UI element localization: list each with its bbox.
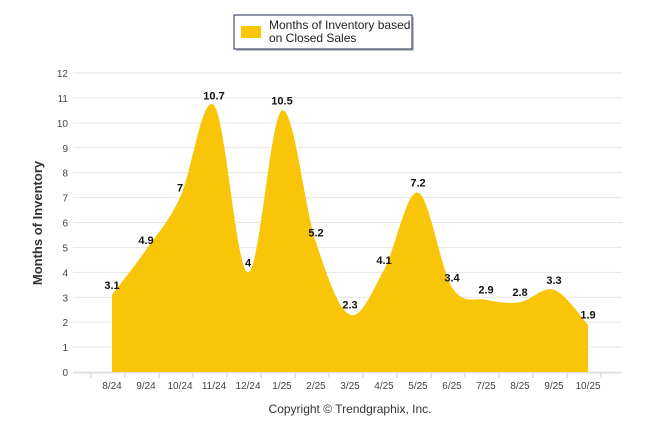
x-tick-label: 8/24 xyxy=(102,381,122,392)
data-label: 4.1 xyxy=(376,255,391,267)
data-label: 3.1 xyxy=(104,280,119,292)
data-label: 4 xyxy=(245,257,252,269)
y-tick-label: 3 xyxy=(62,293,68,304)
x-tick-label: 4/25 xyxy=(374,381,394,392)
data-label: 3.3 xyxy=(546,275,561,287)
data-label: 2.3 xyxy=(342,300,357,312)
y-tick-label: 10 xyxy=(57,119,69,130)
y-tick-label: 11 xyxy=(58,94,69,105)
y-tick-label: 4 xyxy=(62,268,68,279)
y-tick-label: 8 xyxy=(62,169,68,180)
y-tick-label: 5 xyxy=(62,243,68,254)
y-tick-label: 7 xyxy=(62,194,68,205)
legend-label-line2: on Closed Sales xyxy=(269,31,356,45)
y-tick-label: 12 xyxy=(57,69,69,80)
data-label: 10.5 xyxy=(271,95,292,107)
data-label: 7.2 xyxy=(410,178,425,190)
x-tick-label: 9/25 xyxy=(544,381,564,392)
x-tick-label: 3/25 xyxy=(340,381,360,392)
legend-swatch xyxy=(241,26,261,38)
y-tick-label: 2 xyxy=(62,318,68,329)
data-label: 10.7 xyxy=(203,90,224,102)
x-tick-label: 5/25 xyxy=(408,381,428,392)
data-label: 3.4 xyxy=(444,272,460,284)
x-tick-label: 10/25 xyxy=(575,381,600,392)
y-tick-label: 1 xyxy=(62,343,68,354)
y-tick-label: 9 xyxy=(62,144,68,155)
data-label: 7 xyxy=(177,183,183,195)
data-label: 5.2 xyxy=(308,227,323,239)
copyright-footer: Copyright © Trendgraphix, Inc. xyxy=(269,402,432,416)
x-tick-label: 1/25 xyxy=(272,381,292,392)
y-tick-label: 0 xyxy=(62,368,68,379)
x-tick-label: 8/25 xyxy=(510,381,530,392)
data-label: 4.9 xyxy=(138,235,153,247)
x-tick-label: 2/25 xyxy=(306,381,326,392)
x-tick-label: 9/24 xyxy=(136,381,156,392)
x-tick-label: 7/25 xyxy=(476,381,496,392)
data-label: 1.9 xyxy=(580,310,595,322)
x-tick-label: 10/24 xyxy=(167,381,192,392)
x-tick-label: 11/24 xyxy=(202,381,227,392)
data-label: 2.8 xyxy=(512,287,527,299)
x-tick-label: 6/25 xyxy=(442,381,462,392)
y-tick-label: 6 xyxy=(62,219,68,230)
y-axis-title: Months of Inventory xyxy=(30,160,45,285)
legend: Months of Inventory based on Closed Sale… xyxy=(233,14,414,51)
area-series xyxy=(112,104,588,372)
data-label: 2.9 xyxy=(478,285,493,297)
x-tick-label: 12/24 xyxy=(235,381,260,392)
legend-label-line1: Months of Inventory based xyxy=(269,18,410,32)
